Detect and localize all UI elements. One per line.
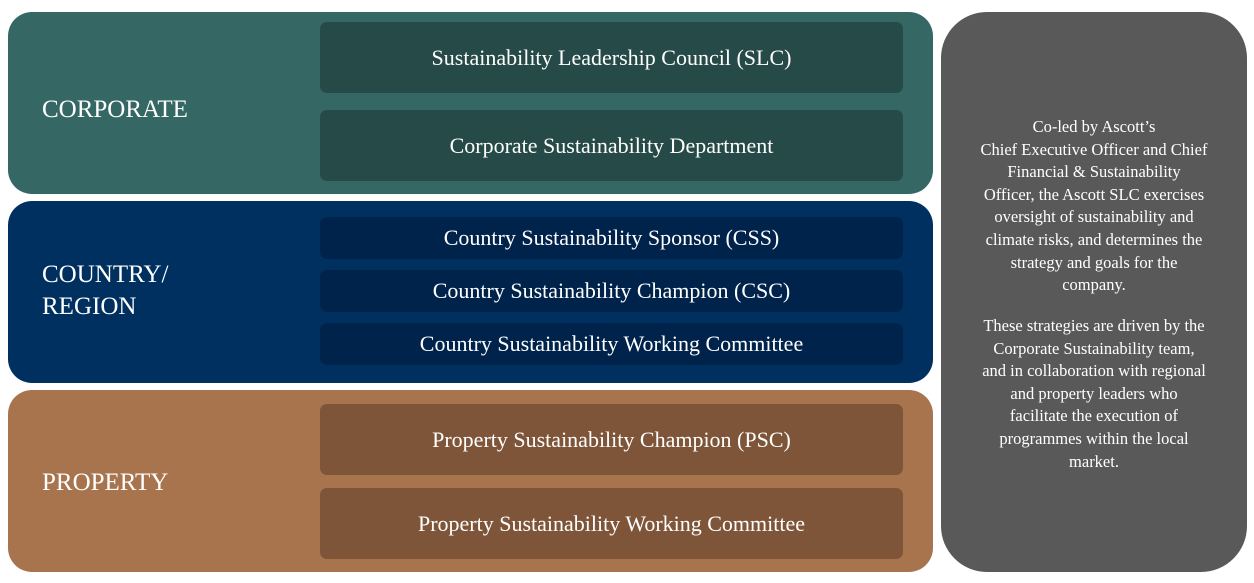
text-line: market. bbox=[1069, 451, 1119, 471]
country-working-committee-box: Country Sustainability Working Committee bbox=[320, 323, 903, 365]
corporate-tier: CORPORATE Sustainability Leadership Coun… bbox=[8, 12, 933, 194]
text-line: programmes within the local bbox=[999, 428, 1189, 448]
country-label-line: COUNTRY/ bbox=[42, 261, 169, 288]
text-line: and property leaders who bbox=[1010, 383, 1178, 403]
text-line: Co-led by Ascott’s bbox=[1032, 117, 1156, 136]
country-region-tier: COUNTRY/ REGION Country Sustainability S… bbox=[8, 201, 933, 383]
psc-box: Property Sustainability Champion (PSC) bbox=[320, 404, 903, 475]
region-label-line: REGION bbox=[42, 293, 137, 320]
description-panel: Co-led by Ascott’s Chief Executive Offic… bbox=[941, 12, 1247, 572]
property-tier: PROPERTY Property Sustainability Champio… bbox=[8, 390, 933, 572]
text-line: company. bbox=[1062, 275, 1126, 295]
css-box: Country Sustainability Sponsor (CSS) bbox=[320, 217, 903, 259]
description-paragraph-1: Co-led by Ascott’s Chief Executive Offic… bbox=[941, 116, 1247, 297]
text-line: Corporate Sustainability team, bbox=[993, 338, 1195, 358]
text-line: strategy and goals for the bbox=[1010, 252, 1178, 272]
text-line: These strategies are driven by the bbox=[983, 316, 1205, 335]
description-paragraph-2: These strategies are driven by the Corpo… bbox=[941, 315, 1247, 473]
csc-box: Country Sustainability Champion (CSC) bbox=[320, 270, 903, 312]
slc-box: Sustainability Leadership Council (SLC) bbox=[320, 22, 903, 93]
text-line: Chief Executive Officer and Chief bbox=[980, 139, 1208, 159]
text-line: oversight of sustainability and bbox=[994, 207, 1194, 227]
text-line: facilitate the execution of bbox=[1009, 406, 1179, 426]
text-line: and in collaboration with regional bbox=[982, 361, 1206, 381]
text-line: climate risks, and determines the bbox=[985, 229, 1203, 249]
text-line: Financial & Sustainability bbox=[1007, 162, 1181, 182]
property-label: PROPERTY bbox=[42, 469, 169, 496]
text-line: Officer, the Ascott SLC exercises bbox=[983, 184, 1205, 204]
corporate-sustainability-department-box: Corporate Sustainability Department bbox=[320, 110, 903, 181]
country-region-label: COUNTRY/ REGION bbox=[42, 259, 168, 323]
property-working-committee-box: Property Sustainability Working Committe… bbox=[320, 488, 903, 559]
corporate-label: CORPORATE bbox=[42, 96, 188, 123]
